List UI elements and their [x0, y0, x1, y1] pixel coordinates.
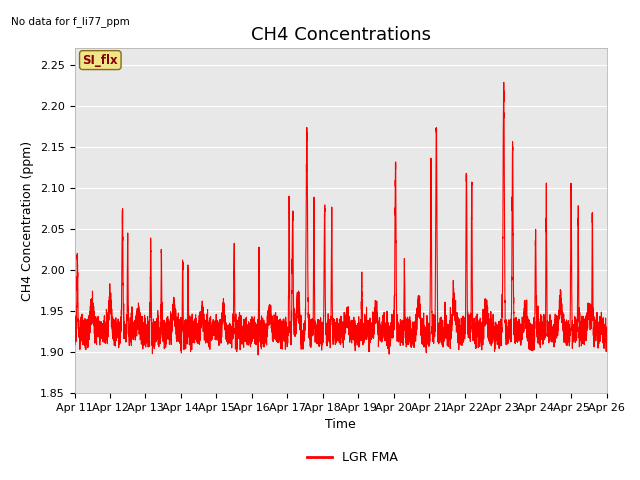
Y-axis label: CH4 Concentration (ppm): CH4 Concentration (ppm)	[21, 141, 35, 300]
Legend: LGR FMA: LGR FMA	[301, 446, 403, 469]
Text: No data for f_li77_ppm: No data for f_li77_ppm	[11, 16, 129, 27]
X-axis label: Time: Time	[325, 419, 356, 432]
Title: CH4 Concentrations: CH4 Concentrations	[250, 26, 431, 44]
Text: SI_flx: SI_flx	[83, 54, 118, 67]
